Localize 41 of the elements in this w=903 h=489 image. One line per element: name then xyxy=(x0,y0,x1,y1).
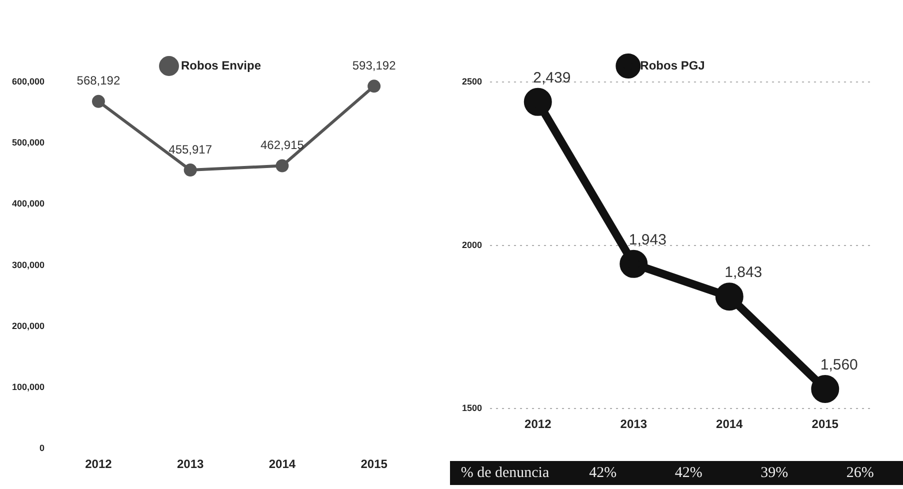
y-tick-label: 1500 xyxy=(462,403,482,414)
y-tick-label: 100,000 xyxy=(12,382,45,392)
data-label: 593,192 xyxy=(352,58,396,72)
y-tick-label: 2000 xyxy=(462,240,482,250)
text: 39% xyxy=(760,464,790,482)
text: 42% xyxy=(588,464,618,482)
point xyxy=(620,250,648,278)
text: 26% xyxy=(845,464,875,482)
x-tick-label: 2013 xyxy=(176,457,204,472)
data-label: 1,943 xyxy=(628,232,666,249)
x-tick-label: 2012 xyxy=(85,457,112,472)
point xyxy=(715,282,744,311)
data-label: 568,192 xyxy=(76,74,120,88)
y-tick-label: 400,000 xyxy=(12,198,45,209)
point xyxy=(524,88,552,116)
text: % de denuncia xyxy=(460,464,550,482)
legend-label: Robos PGJ xyxy=(640,58,705,72)
data-label: 1,843 xyxy=(724,264,762,282)
x-tick-label: 2015 xyxy=(812,417,839,432)
text: 42% xyxy=(674,464,704,482)
y-tick-label: 300,000 xyxy=(12,260,45,270)
x-tick-label: 2014 xyxy=(716,417,744,432)
point xyxy=(276,159,289,172)
x-tick-label: 2014 xyxy=(268,457,296,472)
legend-label: Robos Envipe xyxy=(180,58,262,72)
point xyxy=(184,164,197,177)
data-label: 455,917 xyxy=(168,142,212,156)
data-label: 462,915 xyxy=(260,138,304,152)
point xyxy=(92,94,105,108)
y-tick-label: 500,000 xyxy=(12,138,45,148)
x-tick-label: 2015 xyxy=(360,457,388,472)
y-tick-label: 200,000 xyxy=(12,320,45,331)
data-label: 2,439 xyxy=(533,70,571,87)
point xyxy=(368,80,381,93)
x-tick-label: 2012 xyxy=(524,417,552,432)
y-tick-label: 600,000 xyxy=(12,76,45,86)
point xyxy=(811,375,840,404)
y-tick-label: 0 xyxy=(40,443,45,454)
x-tick-label: 2013 xyxy=(620,417,648,432)
y-tick-label: 2500 xyxy=(462,76,482,86)
data-label: 1,560 xyxy=(820,356,858,374)
